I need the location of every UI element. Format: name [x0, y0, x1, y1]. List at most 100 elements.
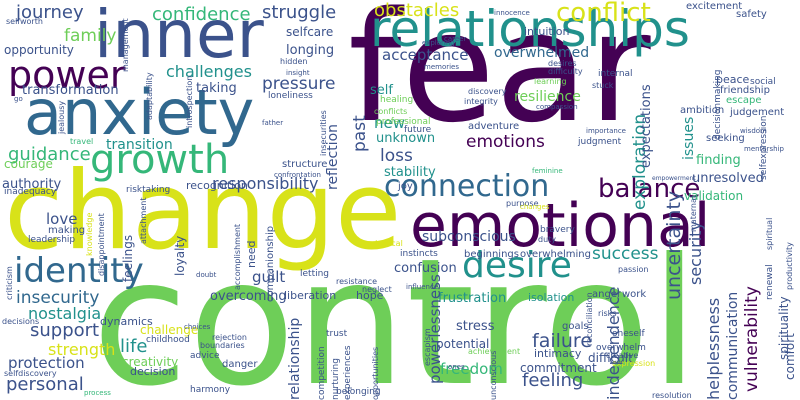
word-vertical: reflection — [325, 123, 341, 190]
word: beginnings — [464, 249, 519, 260]
word: duty — [538, 235, 557, 244]
word: desire — [462, 245, 572, 286]
word: self — [370, 83, 393, 98]
word: frustration — [438, 291, 507, 306]
word-vertical: accomplishment — [233, 223, 242, 290]
word: adventure — [468, 121, 520, 132]
word: advice — [190, 351, 220, 361]
word: conflict — [556, 0, 651, 28]
word: memories — [424, 63, 460, 71]
word: intimacy — [534, 347, 582, 360]
word-vertical: loyalty — [173, 235, 187, 276]
word: potential — [436, 337, 490, 351]
word: hidden — [280, 57, 308, 66]
word: support — [30, 320, 100, 341]
word: professional — [376, 117, 431, 127]
word: love — [46, 210, 78, 228]
word-vertical: helplessness — [704, 297, 723, 400]
word: trust — [326, 329, 348, 339]
word: belonging — [336, 387, 381, 397]
word: leadership — [28, 235, 76, 245]
word: emotional — [410, 191, 711, 261]
word: transition — [106, 137, 173, 153]
word: insight — [286, 69, 310, 77]
word: bravery — [540, 225, 575, 235]
word: risktaking — [126, 185, 171, 195]
word: connection — [384, 169, 550, 204]
word: creative — [606, 351, 639, 360]
word: overwhelm — [596, 343, 646, 353]
word: instincts — [400, 249, 438, 259]
word: balance — [598, 174, 701, 204]
word: travel — [70, 137, 94, 146]
word: overwhelming — [520, 249, 591, 260]
word: selfworth — [6, 17, 43, 26]
word: changes — [520, 203, 550, 211]
word: journey — [16, 2, 84, 23]
word-vertical: adaptability — [145, 72, 154, 120]
word: family — [64, 26, 117, 46]
word: identity — [14, 251, 144, 291]
word: emotions — [466, 132, 545, 152]
word-vertical: jealousy — [57, 100, 66, 134]
word: harmony — [190, 385, 231, 395]
word: stress — [456, 319, 495, 334]
word: isolation — [528, 291, 575, 304]
word-vertical: disappointment — [97, 213, 106, 276]
word: safety — [736, 9, 767, 20]
word: physical — [370, 239, 403, 248]
word: purpose — [506, 199, 539, 208]
word-vertical: knowledge — [85, 212, 94, 256]
word: friendship — [720, 85, 770, 96]
word: resilience — [514, 89, 581, 105]
word-vertical: independence — [604, 286, 623, 400]
word: go — [14, 95, 23, 103]
word: internal — [598, 69, 633, 79]
word-vertical: competition — [317, 346, 327, 400]
word: guidance — [8, 144, 91, 165]
word: ambition — [680, 105, 725, 116]
word-vertical: maternal — [689, 195, 698, 232]
word: loneliness — [268, 91, 313, 101]
word: growth — [90, 137, 230, 183]
word: achievement — [468, 347, 521, 356]
word: validation — [684, 189, 744, 203]
word: authority — [2, 177, 62, 192]
word: neglect — [362, 285, 392, 294]
word: integrity — [464, 97, 498, 106]
word: confusion — [394, 261, 457, 276]
word-vertical: companionship — [265, 225, 276, 302]
word: struggle — [262, 2, 337, 23]
word: ones — [448, 363, 465, 371]
word: intuition — [524, 25, 570, 38]
word: boundaries — [200, 341, 245, 350]
word: difficulty — [548, 67, 583, 76]
word-vertical: selfexpression — [759, 115, 769, 180]
word-vertical: relationship — [287, 317, 303, 400]
word: healing — [380, 95, 414, 105]
word: insecurity — [16, 288, 100, 308]
word-vertical: vulnerability — [742, 286, 762, 392]
word-vertical: unconscious — [489, 350, 498, 400]
word: freedom — [440, 360, 503, 378]
word: judgement — [730, 107, 785, 118]
word: unknown — [376, 131, 436, 146]
word: selfcare — [286, 25, 334, 39]
word: discovery — [468, 87, 507, 96]
word: seeking — [706, 133, 745, 144]
word: career — [444, 35, 467, 43]
word: life — [120, 336, 148, 357]
word: creativity — [122, 355, 179, 369]
word: finding — [696, 153, 741, 168]
word: selfdiscovery — [4, 369, 57, 378]
word: escape — [726, 95, 762, 106]
word-vertical: communication — [725, 291, 741, 400]
word: obstacles — [374, 0, 460, 21]
word: passion — [618, 265, 649, 274]
word: feminine — [532, 167, 563, 175]
word: influence — [406, 283, 439, 291]
word-vertical: spiritual — [765, 217, 774, 250]
word: risks — [598, 309, 617, 318]
word-vertical: past — [350, 115, 370, 152]
